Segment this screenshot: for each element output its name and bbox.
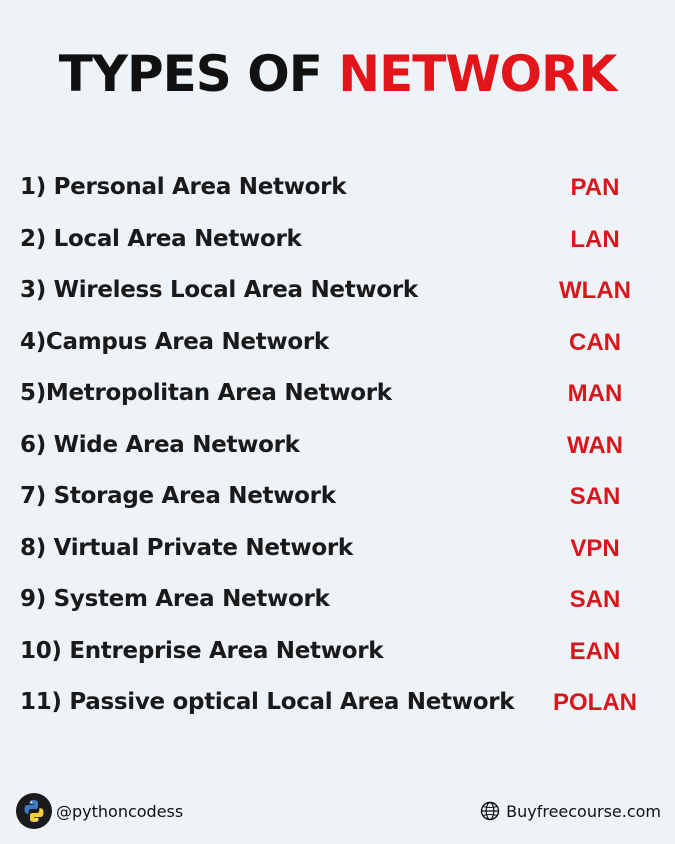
list-item: 5)Metropolitan Area Network MAN (0, 372, 675, 424)
list-item: 6) Wide Area Network WAN (0, 424, 675, 476)
website-link[interactable]: Buyfreecourse.com (506, 801, 661, 821)
list-item: 4)Campus Area Network CAN (0, 321, 675, 373)
network-name: 7) Storage Area Network (20, 483, 336, 509)
network-abbreviation: EAN (569, 637, 621, 665)
network-abbreviation: MAN (567, 380, 623, 407)
network-name: 11) Passive optical Local Area Network (20, 689, 515, 715)
list-item: 7) Storage Area Network SAN (0, 475, 675, 527)
list-item: 9) System Area Network SAN (0, 578, 675, 630)
footer-author: @pythoncodess (16, 792, 183, 830)
network-name: 2) Local Area Network (20, 225, 302, 252)
list-item: 2) Local Area Network LAN (0, 218, 675, 270)
network-name: 10) Entreprise Area Network (20, 637, 384, 664)
page-title: TYPES OF NETWORK (0, 38, 675, 110)
globe-icon (480, 801, 500, 821)
list-item: 8) Virtual Private Network VPN (0, 527, 675, 579)
network-abbreviation: SAN (569, 586, 621, 613)
author-handle: @pythoncodess (56, 801, 184, 821)
footer-website: Buyfreecourse.com (480, 798, 661, 824)
network-abbreviation: WAN (567, 431, 623, 459)
network-name: 9) System Area Network (20, 586, 330, 612)
network-name: 4)Campus Area Network (20, 328, 329, 355)
list-item: 10) Entreprise Area Network EAN (0, 630, 675, 682)
network-name: 6) Wide Area Network (20, 431, 300, 458)
network-abbreviation: POLAN (553, 689, 637, 716)
network-abbreviation: PAN (570, 174, 620, 201)
list-item: 3) Wireless Local Area Network WLAN (0, 269, 675, 321)
title-part-types-of: TYPES OF (58, 45, 339, 103)
network-abbreviation: LAN (570, 225, 620, 253)
network-name: 8) Virtual Private Network (20, 534, 353, 561)
network-name: 5)Metropolitan Area Network (20, 380, 392, 406)
network-abbreviation: VPN (570, 534, 620, 562)
network-abbreviation: SAN (569, 483, 621, 510)
network-list: 1) Personal Area Network PAN 2) Local Ar… (0, 166, 675, 733)
title-part-network: NETWORK (338, 45, 617, 103)
network-abbreviation: WLAN (559, 277, 631, 304)
python-logo-icon (16, 793, 52, 829)
network-name: 3) Wireless Local Area Network (20, 277, 418, 303)
network-name: 1) Personal Area Network (20, 174, 347, 200)
network-abbreviation: CAN (569, 328, 621, 356)
list-item: 1) Personal Area Network PAN (0, 166, 675, 218)
list-item: 11) Passive optical Local Area Network P… (0, 681, 675, 733)
